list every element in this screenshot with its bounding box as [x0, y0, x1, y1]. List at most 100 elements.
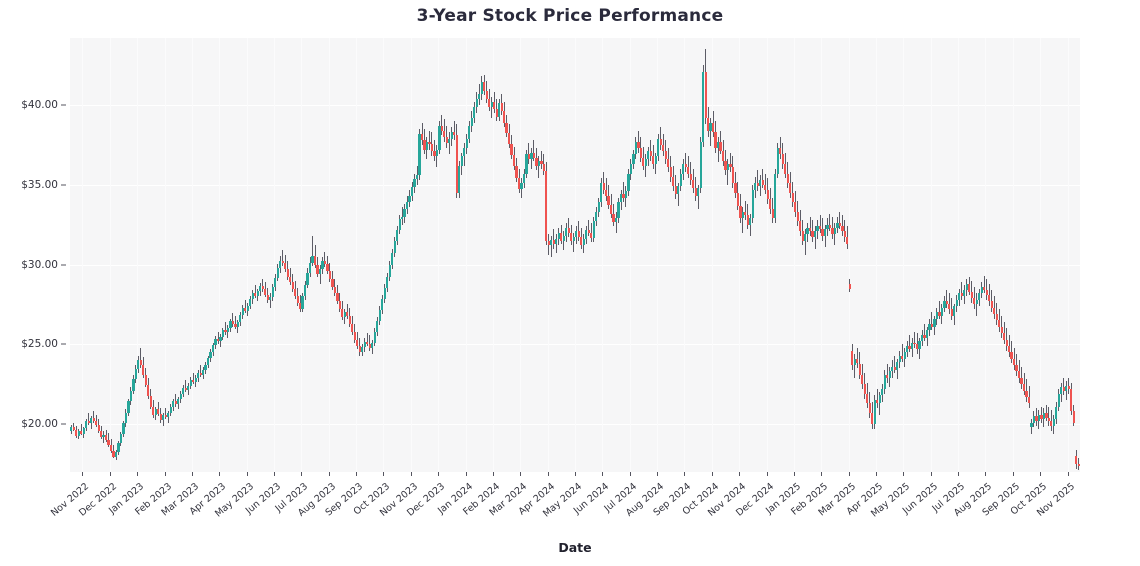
candle-body-up [1057, 393, 1060, 407]
candle-body-down [428, 141, 431, 145]
gridline-vertical [1012, 38, 1014, 472]
candle-body-down [587, 230, 590, 233]
candle-body-down [876, 400, 879, 404]
candle-wick [563, 231, 565, 251]
candle-body-down [831, 227, 834, 235]
candle-wick [744, 200, 746, 220]
candle-body-up [933, 318, 936, 327]
candle-body-down [328, 270, 332, 279]
candle-body-up [806, 227, 809, 235]
candle-body-down [781, 154, 784, 165]
candle-body-down [786, 173, 789, 184]
candle-body-up [597, 202, 600, 212]
candle-body-up [963, 290, 966, 297]
x-tick-mark [657, 472, 659, 476]
candle-body-up [562, 235, 565, 241]
candle-body-down [868, 403, 871, 413]
candle-body-down [510, 144, 513, 156]
candle-wick [282, 250, 284, 267]
candle-body-up [677, 186, 680, 195]
candle-body-down [284, 262, 287, 270]
candle-body-down [871, 412, 874, 425]
candle-body-down [184, 387, 187, 390]
candle-body-up [634, 141, 638, 155]
candle-wick [533, 140, 535, 161]
candle-body-down [866, 393, 869, 404]
candle-body-down [990, 301, 993, 308]
candle-wick [973, 286, 975, 310]
candle-body-up [408, 195, 411, 202]
y-tick-label: $20.00 [21, 418, 58, 431]
candle-body-up [624, 191, 628, 198]
candle-body-down [856, 358, 859, 364]
candle-body-down [818, 226, 822, 230]
candle-wick [244, 299, 246, 314]
candle-wick [369, 334, 371, 351]
candle-wick [491, 97, 493, 118]
candle-body-up [1032, 416, 1036, 423]
candle-body-down [1020, 377, 1023, 385]
candle-wick [428, 130, 430, 150]
gridline-vertical [1067, 38, 1069, 472]
candle-body-down [915, 344, 919, 350]
candle-body-down [455, 135, 458, 193]
candle-body-up [378, 310, 381, 322]
candle-body-down [261, 286, 264, 289]
candle-body-down [420, 133, 424, 141]
candle-body-up [194, 378, 197, 383]
candle-body-up [269, 297, 272, 300]
candle-body-down [99, 431, 103, 438]
x-tick-mark [273, 472, 275, 476]
candle-body-down [764, 184, 767, 190]
candle-body-down [724, 160, 727, 171]
y-tick-mark [61, 104, 66, 106]
candle-body-up [716, 141, 720, 149]
candle-body-down [642, 157, 645, 166]
candle-body-down [164, 415, 167, 418]
y-tick-mark [61, 423, 66, 425]
candle-body-down [985, 290, 988, 295]
candle-wick [446, 125, 448, 149]
candle-body-down [669, 167, 672, 177]
candle-body-up [376, 321, 379, 332]
candle-body-up [343, 312, 346, 318]
candle-body-up [251, 292, 254, 299]
candle-body-down [313, 255, 317, 265]
gridlines [70, 38, 1080, 472]
candle-wick [140, 347, 142, 369]
candle-body-down [901, 355, 904, 359]
gridline-vertical [766, 38, 768, 472]
candle-body-up [896, 361, 899, 370]
x-tick-mark [438, 472, 440, 476]
candle-wick [254, 285, 256, 299]
candle-wick [894, 355, 896, 374]
candle-body-down [485, 90, 488, 99]
candle-body-down [1003, 333, 1006, 340]
candle-body-up [582, 239, 585, 245]
candle-body-down [766, 189, 769, 200]
candle-body-up [162, 415, 165, 421]
candle-body-down [107, 439, 110, 446]
candle-wick [590, 223, 592, 243]
x-tick-mark [930, 472, 932, 476]
candle-wick [710, 117, 712, 147]
candle-body-down [104, 434, 108, 440]
x-tick-mark [793, 472, 795, 476]
x-tick-mark [492, 472, 494, 476]
candle-wick [948, 293, 950, 315]
candle-wick [812, 219, 814, 243]
candle-wick [914, 331, 916, 348]
candle-wick [879, 392, 881, 415]
candle-wick [804, 229, 806, 255]
x-tick-mark [328, 472, 330, 476]
candle-body-down [639, 148, 642, 158]
candle-body-down [1070, 389, 1073, 412]
candle-wick [1023, 373, 1025, 396]
candle-body-up [878, 395, 881, 404]
candle-body-up [965, 283, 968, 291]
gridline-vertical [930, 38, 932, 472]
candle-wick [1006, 328, 1008, 351]
candle-body-down [1047, 417, 1050, 421]
candle-body-up [363, 341, 366, 347]
candle-body-up [1030, 422, 1033, 428]
